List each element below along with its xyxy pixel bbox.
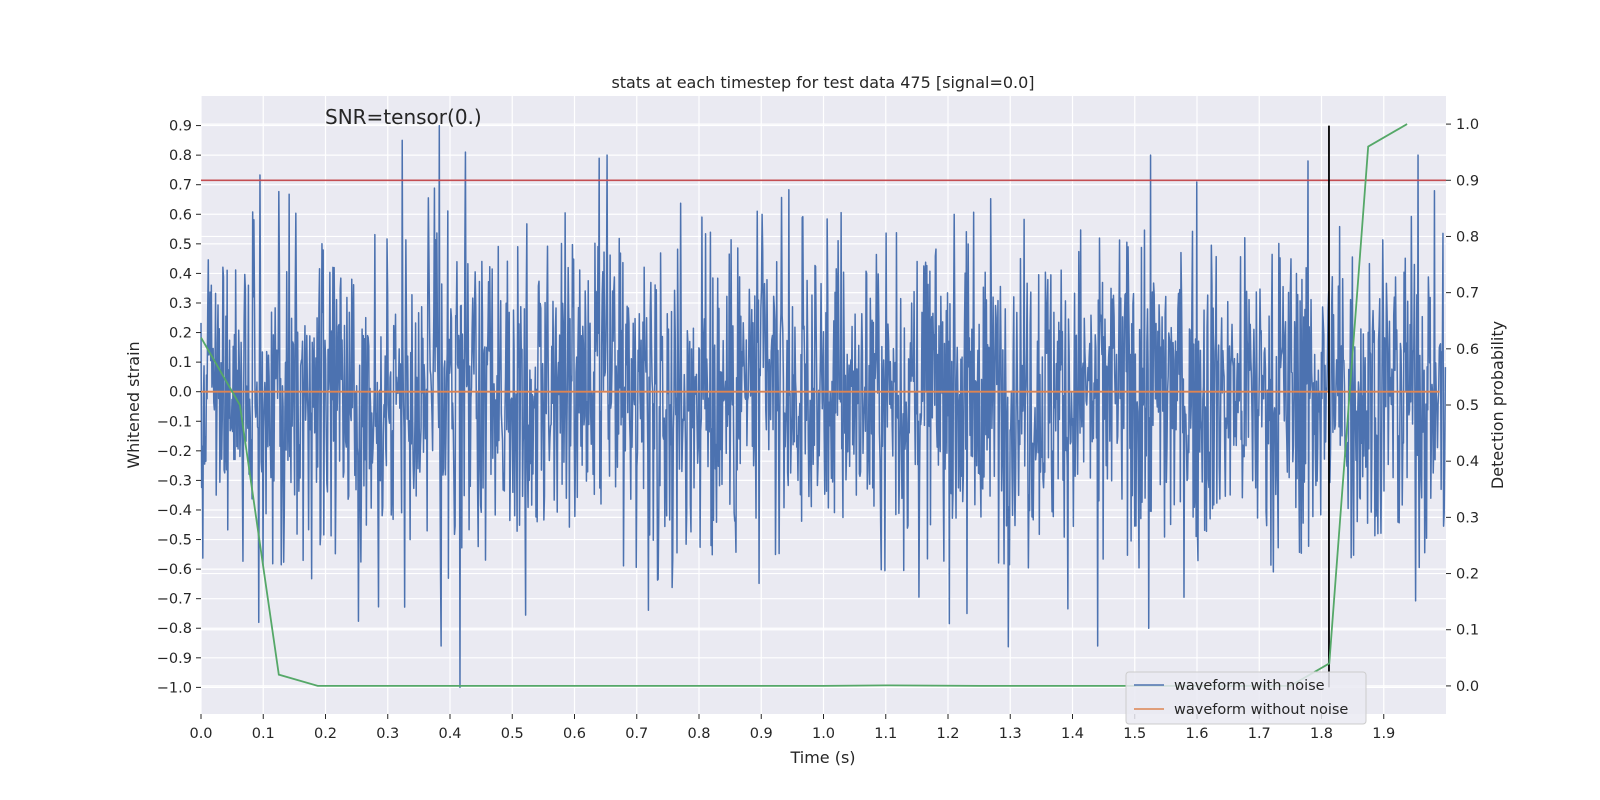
y2-tick-label: 0.1 (1456, 623, 1479, 639)
y-tick-label: −0.8 (157, 621, 192, 637)
y2-tick-label: 0.6 (1456, 342, 1479, 358)
y-tick-label: −0.7 (157, 592, 192, 608)
y-tick-label: 0.9 (169, 119, 192, 135)
y2-tick-label: 1.0 (1456, 117, 1479, 133)
x-tick-label: 0.9 (750, 726, 773, 742)
y-tick-label: 0.1 (169, 355, 192, 371)
x-tick-label: 0.1 (252, 726, 275, 742)
x-tick-label: 1.3 (999, 726, 1022, 742)
y2-axis-title: Detection probability (1488, 321, 1507, 489)
y-tick-label: −0.4 (157, 503, 192, 519)
x-axis-title: Time (s) (789, 748, 855, 767)
x-tick-label: 1.9 (1372, 726, 1395, 742)
snr-annotation: SNR=tensor(0.) (325, 105, 482, 129)
y-tick-label: 0.6 (169, 207, 192, 223)
x-tick-label: 1.6 (1185, 726, 1208, 742)
x-tick-label: 1.8 (1310, 726, 1333, 742)
y2-tick-labels: 1.0 0.9 0.8 0.7 0.6 0.5 0.4 0.3 0.2 0.1 0.0 (1446, 117, 1479, 695)
overlay-lines (201, 125, 1446, 688)
y2-tick-label: 0.9 (1456, 173, 1479, 189)
x-tick-label: 1.1 (874, 726, 897, 742)
y-tick-label: 0.5 (169, 237, 192, 253)
y-tick-label: −0.9 (157, 651, 192, 667)
x-tick-label: 1.5 (1123, 726, 1146, 742)
y-tick-label: −0.1 (157, 414, 192, 430)
legend-box (1125, 671, 1367, 725)
x-tick-label: 1.4 (1061, 726, 1084, 742)
x-tick-labels: 0.0 0.1 0.2 0.3 0.4 0.5 0.6 0.7 0.8 0.9 1.0 1.1 1.2 1… (189, 714, 1395, 742)
y2-tick-label: 0.0 (1456, 679, 1479, 695)
y-tick-label: −0.5 (157, 533, 192, 549)
y-tick-label: 0.8 (169, 148, 192, 164)
y2-tick-label: 0.4 (1456, 454, 1479, 470)
x-tick-label: 0.7 (625, 726, 648, 742)
x-tick-label: 0.2 (314, 726, 337, 742)
waveform-with-noise-line (200, 124, 1447, 689)
x-tick-label: 0.0 (189, 726, 212, 742)
y-tick-label: −0.6 (157, 562, 192, 578)
x-tick-label: 0.8 (687, 726, 710, 742)
x-tick-label: 0.3 (376, 726, 399, 742)
y-tick-label: −0.2 (157, 444, 192, 460)
y2-tick-label: 0.8 (1456, 229, 1479, 245)
y-tick-label: 0.3 (169, 296, 192, 312)
y-tick-label: 0.4 (169, 266, 192, 282)
legend-label-noise: waveform with noise (1174, 678, 1325, 694)
x-tick-label: 0.6 (563, 726, 586, 742)
y2-tick-label: 0.7 (1456, 286, 1479, 302)
y-tick-label: −1.0 (157, 680, 192, 696)
y-tick-label: 0.0 (169, 385, 192, 401)
y2-tick-label: 0.2 (1456, 567, 1479, 583)
y-tick-label: 0.7 (169, 178, 192, 194)
y-tick-labels: 0.9 0.8 0.7 0.6 0.5 0.4 0.3 0.2 0.1 0.0 −0.1 −0.2 −0… (157, 119, 201, 696)
y-tick-label: −0.3 (157, 473, 192, 489)
x-tick-label: 1.0 (812, 726, 835, 742)
legend: waveform with noise waveform without noi… (1125, 671, 1367, 725)
y2-tick-label: 0.5 (1456, 398, 1479, 414)
y-tick-label: 0.2 (169, 326, 192, 342)
x-tick-label: 0.4 (438, 726, 461, 742)
detection-probability-series (200, 123, 1408, 687)
x-tick-label: 1.2 (936, 726, 959, 742)
waveform-with-noise-series (200, 124, 1447, 689)
y2-tick-label: 0.3 (1456, 510, 1479, 526)
legend-label-clean: waveform without noise (1174, 702, 1348, 718)
y-axis-title: Whitened strain (124, 341, 143, 468)
detection-probability-line (200, 123, 1408, 687)
x-tick-label: 0.5 (501, 726, 524, 742)
x-tick-label: 1.7 (1248, 726, 1271, 742)
chart-title: stats at each timestep for test data 475… (611, 73, 1034, 92)
